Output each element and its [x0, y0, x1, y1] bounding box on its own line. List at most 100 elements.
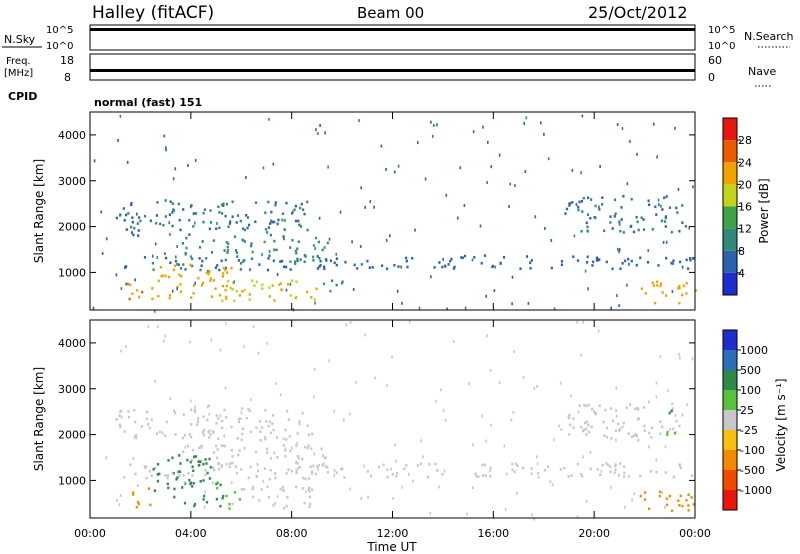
data-cell: [657, 264, 660, 267]
velocity-colorbar-label: Velocity [m s⁻¹]: [774, 378, 788, 471]
data-cell: [639, 494, 642, 498]
data-cell: [177, 202, 180, 206]
data-cell: [324, 465, 327, 468]
data-cell: [289, 282, 292, 286]
data-cell: [204, 468, 207, 472]
data-cell: [335, 252, 338, 256]
data-cell: [381, 264, 384, 267]
data-cell: [329, 259, 332, 263]
data-cell: [180, 274, 183, 278]
data-cell: [293, 208, 296, 212]
data-cell: [560, 263, 563, 267]
data-cell: [565, 207, 569, 211]
data-cell: [274, 201, 277, 204]
data-cell: [296, 247, 299, 251]
data-cell: [274, 472, 277, 475]
colorbar-tick-label: -100: [740, 444, 765, 457]
data-cell: [674, 414, 677, 417]
data-cell: [191, 485, 194, 488]
data-cell: [176, 263, 179, 266]
data-cell: [250, 257, 253, 260]
data-cell: [225, 241, 228, 244]
data-cell: [558, 424, 560, 428]
data-cell: [185, 236, 188, 240]
data-cell: [598, 404, 601, 407]
data-cell: [133, 226, 136, 230]
data-cell: [360, 497, 362, 500]
cpid-value: normal (fast) 151: [94, 96, 202, 109]
data-cell: [616, 294, 618, 297]
data-cell: [289, 246, 292, 249]
data-cell: [326, 470, 329, 474]
data-cell: [279, 282, 283, 285]
data-cell: [323, 456, 326, 459]
data-cell: [634, 432, 637, 436]
data-cell: [141, 290, 144, 294]
data-cell: [428, 462, 430, 466]
data-cell: [176, 245, 178, 248]
cpid-label: CPID: [8, 90, 37, 103]
data-cell: [165, 420, 168, 424]
data-cell: [508, 205, 510, 208]
data-cell: [285, 288, 288, 292]
data-cell: [681, 204, 684, 207]
data-cell: [673, 432, 677, 435]
data-cell: [493, 289, 496, 293]
freq-label-1: Freq.: [6, 56, 31, 67]
data-cell: [540, 121, 542, 125]
data-cell: [279, 260, 282, 263]
data-cell: [573, 234, 576, 238]
data-cell: [647, 199, 650, 203]
data-cell: [527, 301, 530, 305]
data-cell: [269, 468, 272, 472]
data-cell: [229, 220, 232, 223]
data-cell: [164, 434, 167, 438]
data-cell: [661, 208, 664, 211]
data-cell: [571, 201, 574, 204]
data-cell: [600, 469, 603, 473]
data-cell: [176, 476, 179, 479]
data-cell: [238, 449, 241, 452]
data-cell: [559, 381, 562, 385]
data-cell: [611, 267, 614, 271]
data-cell: [637, 439, 640, 442]
data-cell: [551, 483, 554, 487]
data-cell: [191, 474, 194, 477]
data-cell: [609, 465, 612, 469]
data-cell: [271, 220, 274, 224]
data-cell: [125, 282, 127, 286]
data-cell: [669, 428, 671, 432]
data-cell: [171, 211, 174, 214]
data-cell: [614, 464, 617, 468]
data-cell: [580, 200, 583, 203]
data-cell: [200, 446, 203, 449]
data-cell: [644, 491, 647, 494]
data-cell: [212, 431, 215, 434]
data-cell: [604, 408, 607, 412]
data-cell: [442, 409, 445, 413]
data-cell: [241, 427, 244, 430]
data-cell: [403, 467, 406, 471]
data-cell: [472, 130, 475, 134]
data-cell: [648, 203, 651, 207]
data-cell: [178, 470, 182, 473]
data-cell: [246, 226, 249, 230]
data-cell: [686, 403, 688, 407]
data-cell: [296, 455, 299, 458]
data-cell: [391, 355, 393, 359]
data-cell: [589, 467, 592, 471]
data-cell: [251, 485, 255, 489]
data-cell: [268, 250, 271, 253]
data-cell: [172, 268, 175, 272]
data-cell: [264, 408, 267, 412]
data-cell: [130, 225, 133, 229]
data-cell: [298, 223, 301, 227]
data-cell: [268, 295, 271, 298]
data-cell: [245, 176, 247, 179]
data-cell: [651, 281, 654, 285]
data-cell: [167, 486, 170, 490]
data-cell: [665, 497, 668, 500]
data-cell: [248, 409, 251, 412]
data-cell: [201, 259, 204, 263]
station-title: Halley (fitACF): [92, 3, 214, 23]
